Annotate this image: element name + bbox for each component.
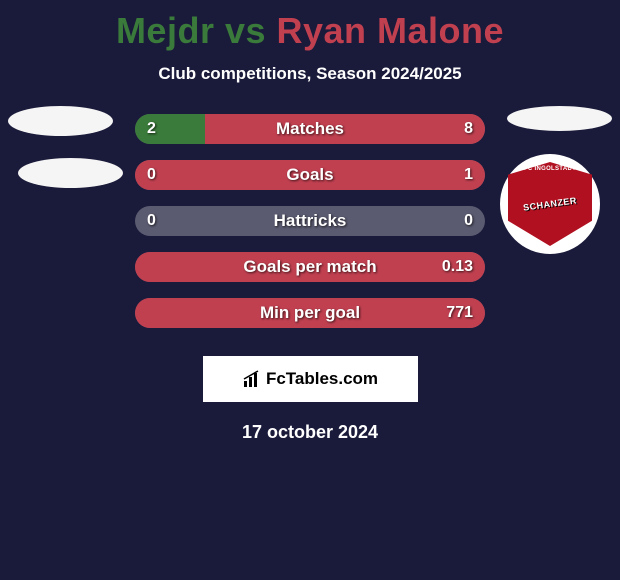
- footer-text: FcTables.com: [266, 369, 378, 389]
- stat-value-left: 0: [147, 212, 156, 230]
- stat-bar-mpg: Min per goal 771: [135, 298, 485, 328]
- player1-name: Mejdr: [116, 10, 215, 51]
- stat-bars: 2 Matches 8 0 Goals 1 0 Hattricks 0 Goal…: [135, 114, 485, 328]
- stat-label: Goals per match: [243, 257, 376, 277]
- stat-value-left: 0: [147, 166, 156, 184]
- stat-label: Min per goal: [260, 303, 360, 323]
- subtitle: Club competitions, Season 2024/2025: [0, 64, 620, 84]
- stat-value-left: 2: [147, 120, 156, 138]
- date-text: 17 october 2024: [0, 422, 620, 443]
- club-name-mid: SCHANZER: [523, 195, 578, 212]
- stat-label: Matches: [276, 119, 344, 139]
- stat-value-right: 0.13: [442, 258, 473, 276]
- bar-fill-right: [205, 114, 485, 144]
- bar-fill-left: [135, 114, 205, 144]
- chart-icon: [242, 369, 262, 389]
- player2-club-badge: FC INGOLSTADT SCHANZER: [500, 154, 600, 254]
- player1-club-placeholder: [18, 158, 123, 188]
- club-shield-icon: FC INGOLSTADT SCHANZER: [508, 162, 592, 246]
- page-title: Mejdr vs Ryan Malone: [0, 0, 620, 52]
- club-name-top: FC INGOLSTADT: [524, 166, 576, 172]
- player1-badge-placeholder: [8, 106, 113, 136]
- stat-bar-hattricks: 0 Hattricks 0: [135, 206, 485, 236]
- stat-bar-goals: 0 Goals 1: [135, 160, 485, 190]
- player2-badge-placeholder: [507, 106, 612, 131]
- stat-value-right: 771: [446, 304, 473, 322]
- stat-value-right: 8: [464, 120, 473, 138]
- content-area: FC INGOLSTADT SCHANZER 2 Matches 8 0 Goa…: [0, 114, 620, 328]
- stat-label: Hattricks: [274, 211, 347, 231]
- footer-attribution: FcTables.com: [203, 356, 418, 402]
- stat-bar-matches: 2 Matches 8: [135, 114, 485, 144]
- stat-value-right: 1: [464, 166, 473, 184]
- stat-value-right: 0: [464, 212, 473, 230]
- player2-name: Ryan Malone: [277, 10, 505, 51]
- stat-label: Goals: [286, 165, 333, 185]
- vs-text: vs: [214, 10, 276, 51]
- stat-bar-gpm: Goals per match 0.13: [135, 252, 485, 282]
